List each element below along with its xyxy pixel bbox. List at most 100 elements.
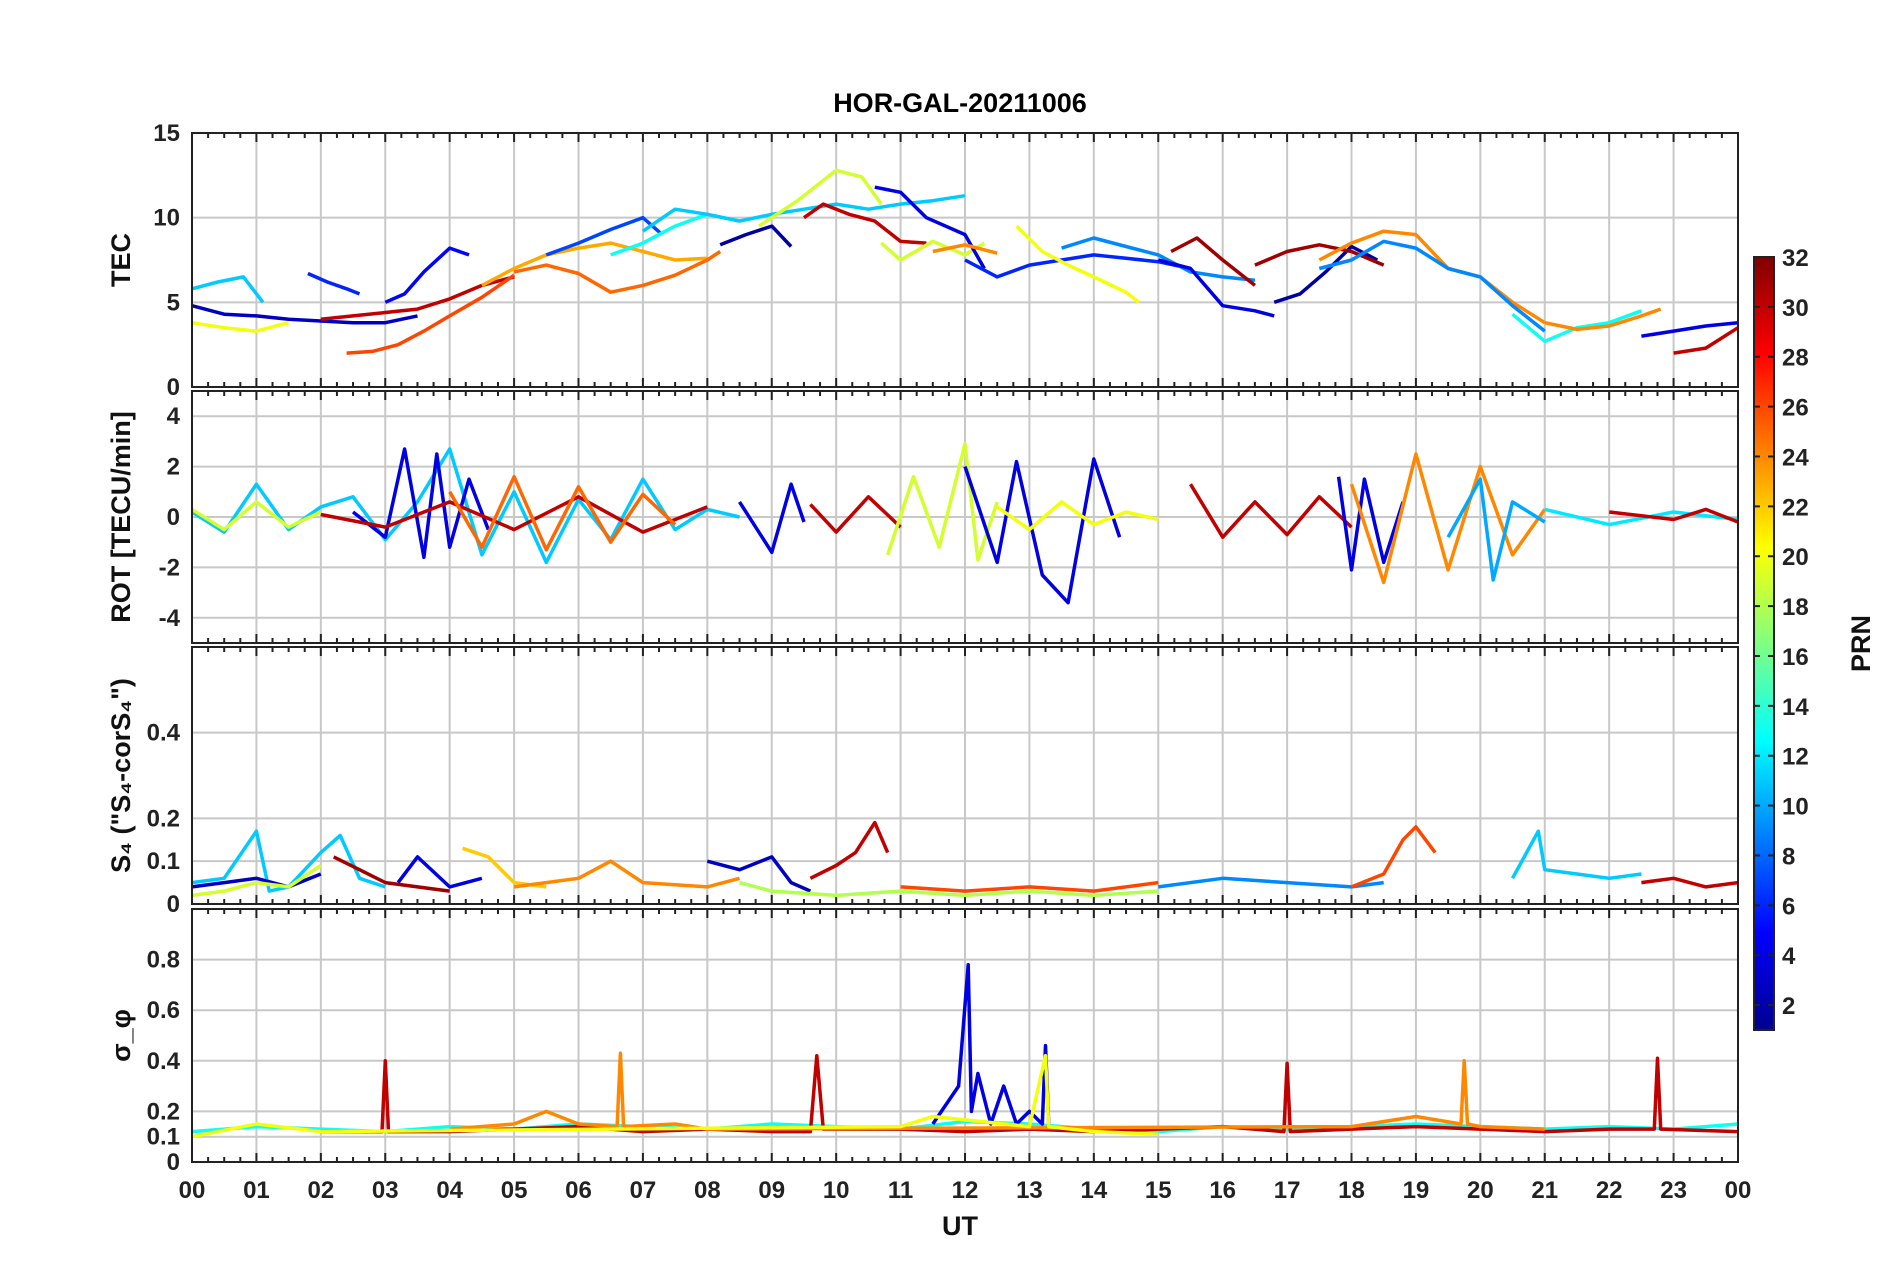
series-line-prn-6: [307, 271, 361, 296]
series-line-prn-20: [191, 320, 290, 333]
x-tick-label: 06: [565, 1177, 592, 1204]
colorbar-tick-label: 30: [1782, 295, 1809, 322]
series-line-prn-30: [1608, 507, 1739, 524]
y-tick-label: 0.2: [147, 1098, 180, 1125]
series-line-prn-30: [809, 820, 890, 880]
panel-frame: [191, 646, 1739, 905]
panel-frame: [191, 908, 1739, 1163]
x-tick-label: 05: [501, 1177, 528, 1204]
series-line-prn-30: [809, 495, 902, 534]
y-tick-label: 0.2: [147, 805, 180, 832]
series-line-prn-9: [1158, 876, 1384, 889]
colorbar-tick-label: 24: [1782, 444, 1809, 471]
chart-title: HOR-GAL-20211006: [833, 88, 1087, 118]
y-axis-label: σ_φ: [106, 1009, 136, 1062]
x-tick-label: 16: [1209, 1177, 1236, 1204]
y-tick-label: 0.6: [147, 997, 180, 1024]
series-line-prn-2: [719, 224, 793, 248]
colorbar-label: PRN: [1846, 615, 1876, 672]
x-tick-label: 19: [1403, 1177, 1430, 1204]
x-tick-label: 20: [1467, 1177, 1494, 1204]
x-tick-label: 22: [1596, 1177, 1623, 1204]
series-line-prn-19: [886, 442, 999, 562]
x-tick-label: 21: [1531, 1177, 1558, 1204]
series-line-prn-20: [191, 1053, 1159, 1139]
colorbar-tick-label: 6: [1782, 893, 1795, 920]
series-line-prn-4: [1157, 258, 1275, 318]
colorbar-tick-label: 32: [1782, 245, 1809, 272]
series-line-prn-9: [1318, 239, 1546, 333]
series-line-prn-4: [1336, 476, 1405, 572]
series-line-prn-12: [1544, 507, 1739, 527]
series-line-prn-30: [1189, 483, 1353, 539]
x-tick-label: 18: [1338, 1177, 1365, 1204]
series-line-prn-4: [396, 855, 483, 889]
colorbar-gradient: [1753, 256, 1775, 1031]
panel-frame: [191, 132, 1739, 388]
y-axis-label: ROT [TECU/min]: [106, 411, 136, 622]
panel-4: 00.10.2 0.4 0.6 0.8 σ_φ: [106, 908, 1739, 1176]
series-line-prn-18: [739, 880, 1159, 898]
series-line-prn-20: [996, 500, 1159, 532]
series-line-prn-5: [384, 246, 470, 304]
x-tick-label: 09: [758, 1177, 785, 1204]
y-tick-label: 0.8: [147, 947, 180, 974]
colorbar-tick-label: 28: [1782, 345, 1809, 372]
series-line-prn-31: [332, 855, 450, 893]
x-tick-label: 14: [1080, 1177, 1107, 1204]
y-tick-label: 0: [167, 374, 180, 401]
y-tick-label: 0: [167, 1149, 180, 1176]
series-line-prn-3: [191, 872, 322, 889]
y-axis-label: TEC: [106, 233, 136, 287]
y-tick-label: 0.4: [147, 720, 181, 747]
x-axis-label: UT: [942, 1211, 978, 1241]
x-tick-label: 02: [307, 1177, 334, 1204]
series-line-prn-3: [191, 304, 418, 325]
series-line-prn-10: [1446, 477, 1546, 582]
x-tick-label: 01: [243, 1177, 270, 1204]
series-line-prn-19: [191, 864, 322, 898]
series-line-prn-24: [1544, 307, 1662, 332]
series-line-prn-26: [900, 880, 1159, 893]
colorbar-tick-label: 22: [1782, 494, 1809, 521]
x-tick-label: 04: [436, 1177, 463, 1204]
series-line-prn-4: [351, 447, 490, 560]
series-line-prn-24: [1318, 229, 1546, 325]
x-tick-label: 08: [694, 1177, 721, 1204]
series-line-prn-9: [1061, 236, 1256, 283]
y-tick-label: 2: [167, 454, 180, 481]
colorbar-tick-label: 4: [1782, 943, 1796, 970]
colorbar-tick-label: 26: [1782, 395, 1809, 422]
series-line-prn-11: [1510, 829, 1642, 881]
series-line-prn-26: [346, 273, 516, 355]
colorbar-tick-label: 20: [1782, 544, 1809, 571]
series-line-prn-24: [513, 859, 740, 889]
series-line-prn-25: [513, 250, 722, 294]
series-line-prn-19: [880, 239, 986, 262]
colorbar-tick-label: 14: [1782, 694, 1809, 721]
panel-3: 0 0.1 0.2 0.4 S₄ ("S₄-corS₄"): [106, 646, 1739, 918]
panel-1: 0 5 10 15 TEC: [106, 120, 1739, 401]
series-line-prn-25: [448, 474, 677, 552]
series-line-prn-19: [191, 500, 322, 532]
series-line-prn-31: [1170, 236, 1256, 287]
series-line-prn-7: [545, 215, 664, 257]
y-tick-label: 10: [153, 205, 180, 232]
y-tick-label: 0.1: [147, 848, 180, 875]
series-line-prn-30: [320, 495, 708, 534]
x-tick-label: 15: [1145, 1177, 1172, 1204]
panel-2: -4 -2 0 2 4 ROT [TECU/min]: [106, 390, 1739, 644]
x-tick-label: 12: [952, 1177, 979, 1204]
y-tick-label: 0.1: [147, 1124, 180, 1151]
series-line-prn-30: [1641, 876, 1739, 889]
series-line-prn-2: [1273, 244, 1379, 304]
series-line-prn-26: [1350, 825, 1437, 889]
colorbar-tick-label: 10: [1782, 794, 1809, 821]
colorbar-tick-label: 12: [1782, 744, 1809, 771]
series-line-prn-11: [191, 275, 265, 304]
series-line-prn-24: [449, 1051, 1545, 1131]
series-line-prn-13: [610, 212, 740, 257]
series-line-prn-31: [1254, 243, 1385, 267]
